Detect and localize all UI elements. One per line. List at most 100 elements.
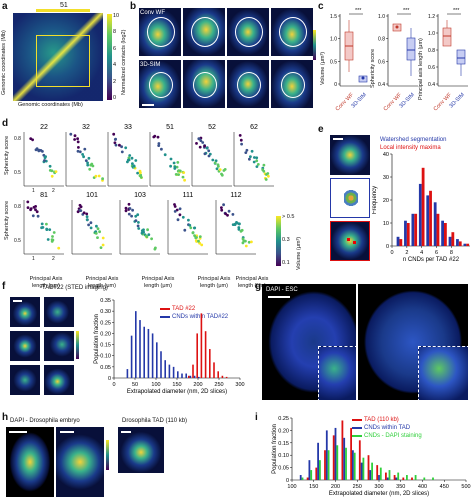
y-tick-label: 0.8 (14, 136, 21, 142)
tad-number: 22 (40, 124, 48, 131)
scatter-point (222, 203, 225, 207)
segmentation-outline (237, 72, 261, 98)
scatter-point (201, 141, 205, 144)
scatter-point (153, 134, 157, 138)
scatter-point (207, 154, 211, 158)
histogram-bar (360, 462, 363, 480)
histogram-bar (433, 202, 437, 246)
scatter-point (169, 164, 172, 168)
histogram-bar (156, 342, 158, 378)
scatter-point (45, 222, 48, 226)
histogram-bar (185, 373, 187, 378)
x-tick-label: 400 (418, 484, 427, 490)
sig-stars: *** (403, 8, 410, 14)
scatter-point (178, 169, 182, 173)
panel-d-colorbar (276, 216, 281, 266)
tad-scatter-plot: 101 (71, 192, 112, 255)
scale-bar (142, 104, 154, 106)
scatter-point (175, 165, 179, 169)
x-tick-label: 6 (435, 250, 438, 256)
scatter-point (248, 157, 251, 161)
dapi-esc-segmented-image (358, 284, 468, 400)
scatter-point (222, 169, 226, 172)
panel-f-title: TAD#22 (STED imaging) (42, 285, 108, 291)
3d-sim-image (271, 60, 313, 108)
y-tick-label: 0.4 (428, 82, 435, 88)
y-tick-label: 40 (383, 152, 389, 158)
scatter-point (43, 156, 47, 160)
sted-image (44, 331, 74, 361)
segmentation-outline (147, 17, 175, 47)
y-tick-label: 0 (286, 478, 289, 484)
scatter-point (140, 229, 144, 233)
scatter-point (173, 205, 177, 208)
x-tick-label: 300 (374, 484, 383, 490)
panel-c-plot-volume (339, 13, 370, 87)
histogram-bar (177, 371, 179, 378)
panel-b-label: b (130, 1, 137, 12)
scatter-point (88, 167, 92, 171)
scatter-point (150, 237, 153, 241)
scatter-point (120, 145, 123, 149)
histogram-bar (189, 375, 192, 378)
scatter-point (255, 156, 259, 160)
histogram-bar (143, 326, 145, 378)
scatter-point (197, 137, 201, 141)
scatter-point (178, 207, 182, 211)
scatter-point (216, 163, 220, 167)
drosophila-tad-image (118, 427, 164, 473)
scatter-point (188, 223, 192, 227)
histogram-bar (221, 375, 224, 378)
tad-scatter-plot: 81 (23, 192, 64, 255)
scatter-point (267, 174, 270, 178)
scatter-point (231, 213, 235, 216)
y-tick-label: 0.30 (100, 309, 111, 315)
tad-scatter-plot: 51 (149, 124, 190, 187)
y-tick-label: 20 (383, 198, 389, 204)
panel-c-boxplots: 1.5 1.0 0.5 0 1.0 0.8 0.6 0.4 1.2 1.0 0.8 0.6 0.4 (330, 13, 468, 88)
tad-scatter-plot: 32 (65, 124, 106, 187)
panel-a-label: a (2, 1, 8, 12)
histogram-bar (325, 430, 328, 480)
panel-c-label: c (318, 1, 324, 12)
histogram-bar (332, 435, 335, 480)
scatter-point (34, 208, 37, 212)
y-tick-label: 0.6 (378, 59, 385, 65)
scatter-point (48, 228, 52, 231)
scatter-point (130, 214, 133, 218)
scatter-point (37, 148, 41, 152)
scatter-point (127, 156, 131, 160)
scale-bar (268, 296, 290, 298)
y-tick-label: 0.10 (100, 354, 111, 360)
x-tick-label: 250 (214, 382, 223, 388)
y-tick-label: 0.20 (278, 428, 289, 434)
histogram-bar (411, 477, 413, 480)
y-tick-label: 0.5 (14, 238, 21, 244)
scatter-point (215, 167, 219, 171)
3d-sim-image (227, 60, 269, 108)
scatter-point (181, 215, 185, 219)
scatter-point (181, 175, 185, 179)
scatter-point (48, 164, 52, 168)
y-tick-label: 0.25 (100, 320, 111, 326)
y-axis-label: Population fraction (272, 424, 278, 474)
sted-image (10, 297, 40, 327)
histogram-bar (324, 450, 326, 480)
y-tick-label: 0 (108, 376, 111, 382)
tad-number: 111 (183, 192, 194, 199)
histogram-bar (192, 364, 194, 378)
drosophila-zoom-image (56, 427, 104, 497)
tad-number: 51 (166, 124, 174, 131)
histogram-bar (343, 437, 346, 480)
panel-c-plot-axis (437, 13, 468, 87)
scatter-point (220, 172, 223, 176)
scatter-point (124, 209, 128, 213)
histogram-bar (196, 333, 198, 378)
panel-h-label: h (2, 412, 9, 423)
histogram-bar (352, 450, 354, 480)
scatter-point (240, 142, 243, 146)
panel-d-cb-tick: > 0.5 (282, 214, 295, 220)
scatter-point (101, 177, 104, 181)
scatter-point (153, 247, 157, 251)
scatter-point (137, 227, 141, 230)
